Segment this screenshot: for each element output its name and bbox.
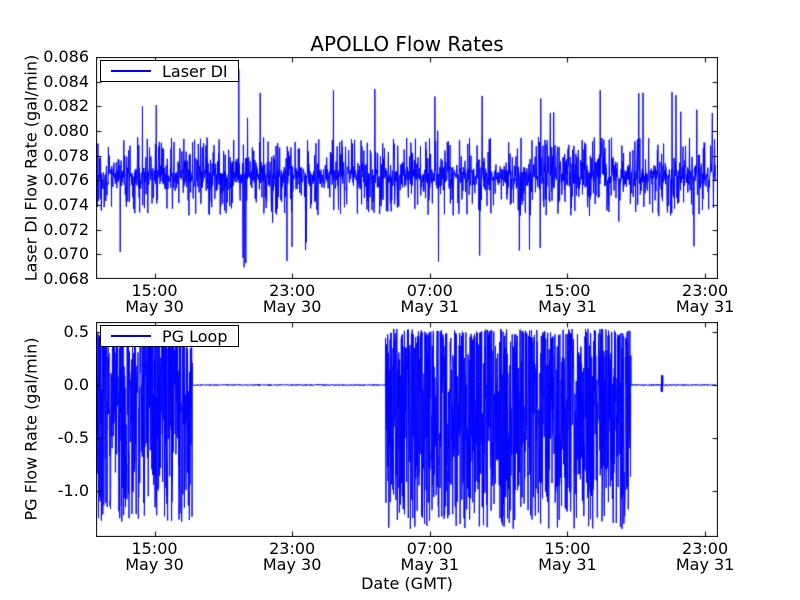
y-tick-label: 0.078 — [43, 145, 89, 165]
y-tick-label: 0.080 — [43, 121, 89, 140]
y-tick-label: 0.070 — [43, 244, 89, 264]
x-tick-label: 23:00 May 30 — [262, 281, 322, 316]
x-axis-label: Date (GMT) — [361, 574, 453, 593]
x-tick-label: 15:00 May 31 — [538, 281, 597, 316]
y-tick-label: 0.072 — [43, 219, 89, 239]
top-legend: Laser DI — [100, 60, 239, 82]
y-tick-label: -1.0 — [57, 480, 89, 500]
top-plot: Laser DI — [96, 57, 718, 279]
x-tick-label: 23:00 May 31 — [675, 281, 735, 316]
legend-line-sample-icon — [111, 70, 151, 72]
y-tick-label: 0.068 — [43, 269, 89, 288]
y-tick-label: 0.5 — [63, 321, 89, 341]
bottom-legend-label: PG Loop — [162, 326, 228, 346]
x-tick-label: 15:00 May 30 — [125, 281, 184, 316]
legend-line-sample-icon — [111, 335, 151, 337]
y-tick-label: -0.5 — [57, 427, 89, 447]
top-plot-canvas — [96, 57, 718, 279]
bottom-plot: PG Loop — [96, 322, 718, 537]
y-tick-label: 0.082 — [43, 96, 89, 116]
top-legend-label: Laser DI — [162, 61, 228, 81]
x-tick-label: 07:00 May 31 — [400, 281, 460, 316]
x-tick-label: 23:00 May 31 — [675, 539, 735, 574]
x-tick-label: 23:00 May 30 — [262, 539, 322, 574]
x-tick-label: 15:00 May 31 — [538, 539, 597, 574]
chart-title: APOLLO Flow Rates — [310, 32, 504, 56]
x-tick-label: 07:00 May 31 — [400, 539, 460, 574]
y-tick-label: 0.0 — [63, 374, 89, 394]
bottom-plot-canvas — [96, 322, 718, 537]
y-tick-label: 0.074 — [43, 195, 89, 214]
y-tick-label: 0.084 — [43, 71, 89, 91]
x-tick-label: 15:00 May 30 — [125, 539, 184, 574]
bottom-legend: PG Loop — [100, 325, 239, 347]
y-tick-label: 0.086 — [43, 47, 89, 66]
y-tick-label: 0.076 — [43, 170, 89, 190]
